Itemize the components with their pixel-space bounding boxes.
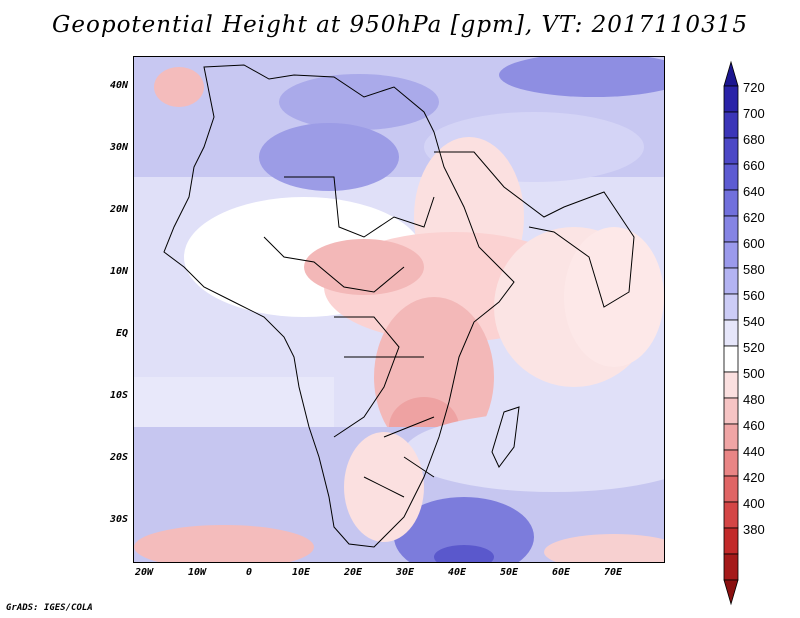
colorbar-segment	[723, 293, 739, 321]
colorbar-label-640: 640	[743, 184, 765, 199]
colorbar-segment	[723, 111, 739, 139]
colorbar-label-580: 580	[743, 262, 765, 277]
colorbar-label-420: 420	[743, 470, 765, 485]
colorbar-segment	[723, 345, 739, 373]
colorbar-segment	[723, 397, 739, 425]
map-panel	[133, 56, 665, 563]
lat-label-20s: 20S	[109, 452, 128, 463]
lat-label-30s: 30S	[109, 514, 128, 525]
colorbar-bottom-arrow	[723, 579, 739, 606]
lon-label-30e: 30E	[395, 567, 415, 578]
colorbar-segment	[723, 553, 739, 581]
colorbar-label-520: 520	[743, 340, 765, 355]
colorbar-segment	[723, 241, 739, 269]
colorbar-label-480: 480	[743, 392, 765, 407]
colorbar-label-400: 400	[743, 496, 765, 511]
colorbar-label-560: 560	[743, 288, 765, 303]
geopotential-field	[134, 57, 664, 562]
lon-label-0: 0	[245, 567, 253, 578]
lon-label-20w: 20W	[134, 567, 154, 578]
colorbar-segment	[723, 137, 739, 165]
lon-label-10e: 10E	[291, 567, 311, 578]
lat-label-10s: 10S	[109, 390, 128, 401]
colorbar-label-720: 720	[743, 80, 765, 95]
lat-label-30n: 30N	[109, 142, 128, 153]
colorbar-label-660: 660	[743, 158, 765, 173]
colorbar-label-700: 700	[743, 106, 765, 121]
lon-label-50e: 50E	[499, 567, 519, 578]
colorbar-label-680: 680	[743, 132, 765, 147]
colorbar-segment	[723, 449, 739, 477]
colorbar-segment	[723, 189, 739, 217]
lon-label-40e: 40E	[447, 567, 467, 578]
colorbar-segment	[723, 319, 739, 347]
lon-label-60e: 60E	[551, 567, 571, 578]
colorbar-label-620: 620	[743, 210, 765, 225]
colorbar-segment	[723, 501, 739, 529]
colorbar-segment	[723, 85, 739, 113]
colorbar-segment	[723, 371, 739, 399]
colorbar-segment	[723, 527, 739, 555]
colorbar-label-440: 440	[743, 444, 765, 459]
lon-label-10w: 10W	[187, 567, 207, 578]
colorbar-segment	[723, 215, 739, 243]
colorbar-segment	[723, 475, 739, 503]
colorbar-segment	[723, 163, 739, 191]
colorbar-label-500: 500	[743, 366, 765, 381]
lat-label-20n: 20N	[109, 204, 128, 215]
colorbar-label-460: 460	[743, 418, 765, 433]
colorbar-label-540: 540	[743, 314, 765, 329]
colorbar-label-380: 380	[743, 522, 765, 537]
colorbar-label-600: 600	[743, 236, 765, 251]
footer-credit: GrADS: IGES/COLA	[6, 603, 93, 613]
colorbar	[723, 60, 739, 606]
colorbar-top-arrow	[723, 60, 739, 87]
colorbar-segment	[723, 423, 739, 451]
colorbar-segment	[723, 267, 739, 295]
map-title: Geopotential Height at 950hPa [gpm], VT:…	[52, 12, 748, 38]
lat-label-40n: 40N	[109, 80, 128, 91]
lon-label-70e: 70E	[603, 567, 623, 578]
lon-label-20e: 20E	[343, 567, 363, 578]
lat-label-eq: EQ	[115, 328, 128, 339]
lat-label-10n: 10N	[109, 266, 128, 277]
